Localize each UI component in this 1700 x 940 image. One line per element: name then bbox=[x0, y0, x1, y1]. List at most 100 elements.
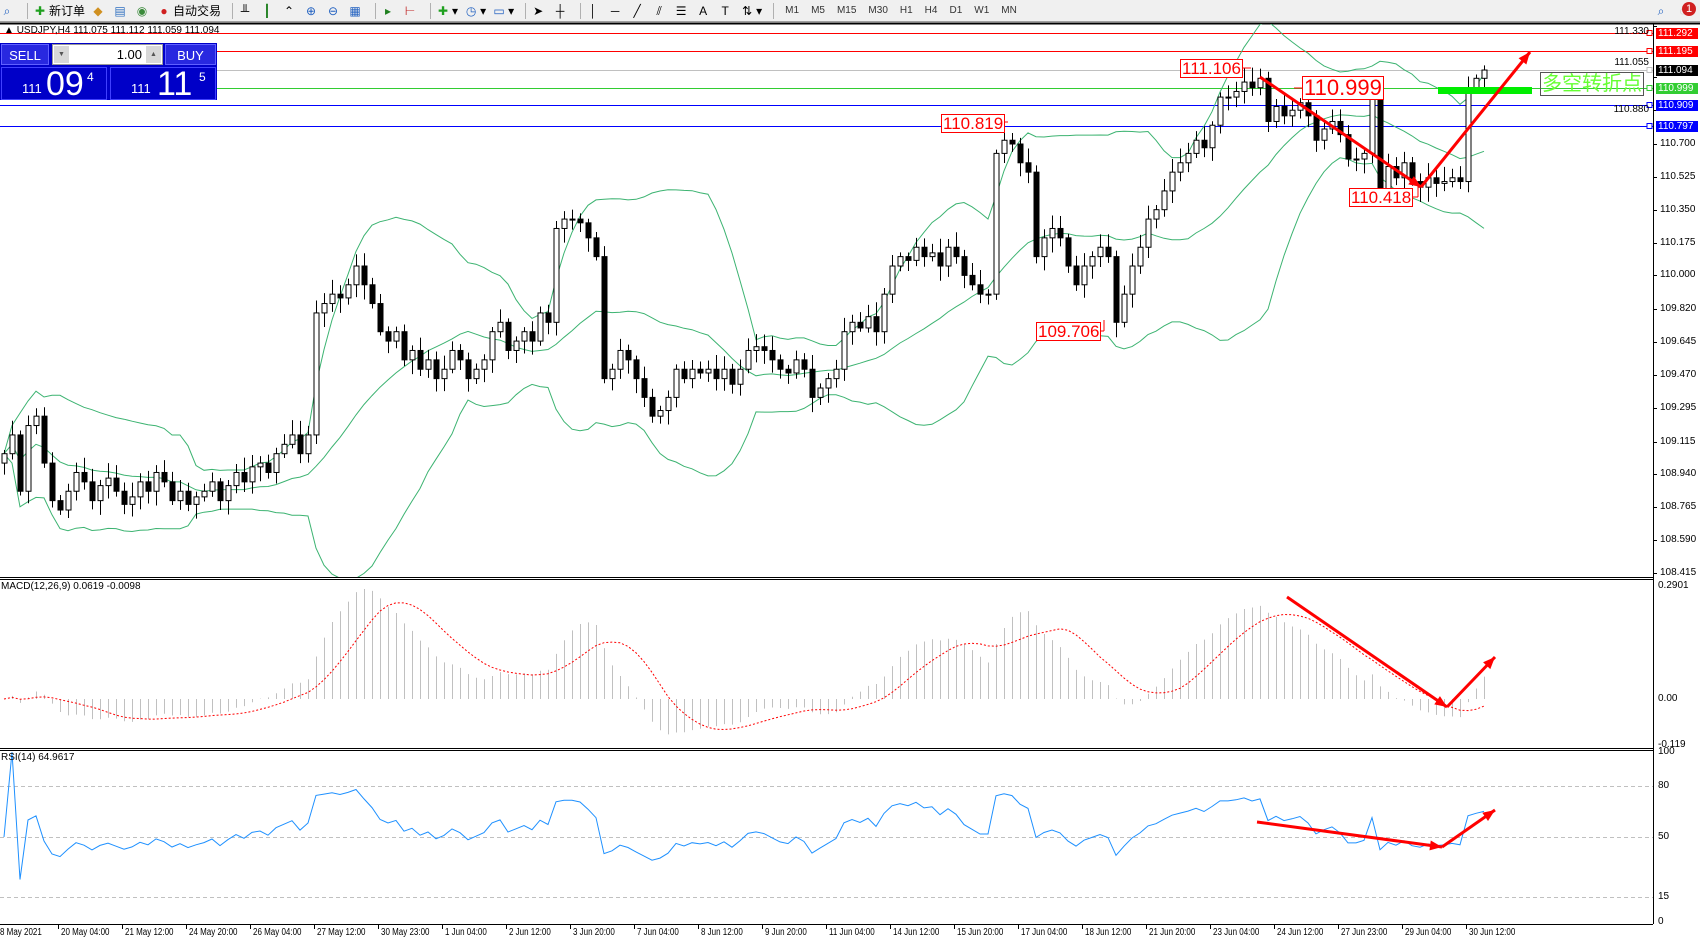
shift-icon: ⊢ bbox=[404, 3, 416, 18]
candle-bull bbox=[841, 331, 848, 370]
periods-button[interactable]: ◷ ▾ bbox=[465, 3, 487, 18]
candle-bear bbox=[697, 368, 704, 374]
vertical-line-button[interactable]: │ bbox=[586, 2, 602, 20]
candle-bull bbox=[865, 316, 872, 329]
candle-bear bbox=[1265, 77, 1272, 122]
candle-bear bbox=[241, 471, 248, 483]
trendline-button[interactable]: ╱ bbox=[630, 2, 646, 20]
symbol-ohlc: USDJPY,H4 111.075 111.112 111.059 111.09… bbox=[16, 25, 220, 36]
search-button[interactable]: ⌕ bbox=[1654, 2, 1670, 20]
crosshair-button[interactable]: ┼ bbox=[553, 2, 569, 20]
horizontal-line-button[interactable]: ─ bbox=[608, 2, 624, 20]
turning-point-bar bbox=[1438, 87, 1532, 94]
period-m15[interactable]: M15 bbox=[836, 5, 857, 16]
lot-size-input[interactable]: ▼ 1.00 ▲ bbox=[52, 44, 163, 65]
annotation-low-110418[interactable]: 110.418 bbox=[1349, 188, 1414, 207]
annotation-high-110819[interactable]: 110.819 bbox=[941, 114, 1006, 133]
candle-bear bbox=[89, 481, 96, 502]
candle-bull bbox=[409, 349, 416, 361]
auto-trading-button[interactable]: ● 自动交易 bbox=[157, 2, 221, 20]
candle-bear bbox=[169, 481, 176, 502]
rsi-axis-label: 15 bbox=[1658, 890, 1670, 902]
arrows-button[interactable]: ⇅ ▾ bbox=[742, 3, 763, 18]
candle-bear bbox=[1113, 256, 1120, 323]
line-handle bbox=[1646, 102, 1653, 108]
macd-axis-label: 0.00 bbox=[1658, 693, 1678, 704]
history-center-button[interactable]: ◆ bbox=[91, 2, 107, 20]
tile-windows-button[interactable]: ▦ bbox=[348, 2, 364, 20]
period-w1[interactable]: W1 bbox=[974, 5, 990, 16]
time-axis-label: 21 Jun 20:00 bbox=[1149, 927, 1196, 938]
price-axis-label: 110.350 bbox=[1660, 203, 1696, 215]
period-m30[interactable]: M30 bbox=[868, 5, 888, 16]
candle-bear bbox=[337, 293, 344, 299]
metaeditor-button[interactable]: ▤ bbox=[113, 2, 129, 20]
zoom-tool-icon[interactable]: ⌕ bbox=[3, 3, 11, 18]
candle-bear bbox=[17, 434, 24, 492]
price-axis-label: 108.940 bbox=[1660, 468, 1697, 480]
zoom-in-button[interactable]: ⊕ bbox=[304, 2, 320, 20]
candle-bull bbox=[1361, 152, 1368, 160]
macd-axis-label: 0.2901 bbox=[1658, 580, 1689, 591]
templates-button[interactable]: ▭ ▾ bbox=[493, 3, 515, 18]
new-order-button[interactable]: ✚ 新订单 bbox=[33, 2, 85, 20]
fibo-button[interactable]: ☰ bbox=[674, 2, 690, 20]
zoom-out-button[interactable]: ⊖ bbox=[326, 2, 342, 20]
bar-chart-button[interactable]: ╨ bbox=[238, 2, 254, 20]
candle-bear bbox=[81, 471, 88, 483]
candle-bear bbox=[921, 246, 928, 258]
text-button[interactable]: A bbox=[696, 2, 712, 20]
scroll-chart-button[interactable]: ▸ bbox=[381, 2, 397, 20]
candle-bull bbox=[393, 331, 400, 342]
candle-bull bbox=[9, 434, 16, 455]
price-up-arrow-head bbox=[1518, 52, 1530, 65]
buy-price[interactable]: 111 11 5 bbox=[110, 67, 216, 101]
label-button[interactable]: T bbox=[718, 2, 734, 20]
sell-price[interactable]: 111 09 4 bbox=[1, 67, 107, 101]
signals-button[interactable]: ◉ bbox=[135, 2, 151, 20]
candle-bear bbox=[1457, 177, 1464, 183]
annotation-level-110999[interactable]: 110.999 bbox=[1302, 75, 1384, 100]
candle-chart-button[interactable]: ┃ bbox=[260, 2, 276, 20]
candle-bear bbox=[633, 359, 640, 380]
price-axis-label: 108.765 bbox=[1660, 501, 1697, 513]
candle-bull bbox=[537, 312, 544, 342]
channel-button[interactable]: ⫽ bbox=[652, 2, 668, 20]
candle-bull bbox=[497, 321, 504, 333]
candle-bull bbox=[521, 331, 528, 342]
line-chart-button[interactable]: ⌃ bbox=[282, 2, 298, 20]
indicators-button[interactable]: ✚ ▾ bbox=[438, 3, 459, 18]
candle-bear bbox=[1201, 139, 1208, 149]
horizontal-line-icon: ─ bbox=[610, 3, 620, 18]
candle-bear bbox=[577, 218, 584, 224]
rsi-plot bbox=[0, 751, 1653, 898]
candle-bear bbox=[41, 415, 48, 464]
annotation-high-111106[interactable]: 111.106 bbox=[1180, 59, 1243, 78]
one-click-trading-panel: SELL ▼ 1.00 ▲ BUY 111 09 4 111 11 5 bbox=[0, 43, 217, 101]
drawn-objects[interactable] bbox=[1003, 51, 1532, 851]
period-mn[interactable]: MN bbox=[1001, 5, 1017, 16]
vertical-line-icon: │ bbox=[589, 3, 597, 18]
annotation-low-109706[interactable]: 109.706 bbox=[1036, 322, 1102, 341]
line-handle bbox=[1646, 67, 1653, 73]
lot-increase-button[interactable]: ▲ bbox=[146, 46, 161, 63]
candle-bull bbox=[65, 490, 72, 511]
lot-decrease-button[interactable]: ▼ bbox=[54, 46, 69, 63]
chart-shift-button[interactable]: ⊢ bbox=[403, 2, 419, 20]
period-m1[interactable]: M1 bbox=[785, 5, 800, 16]
candle-bear bbox=[457, 349, 464, 361]
cursor-button[interactable]: ➤ bbox=[531, 2, 547, 20]
buy-button[interactable]: BUY bbox=[165, 44, 216, 65]
period-h4[interactable]: H4 bbox=[924, 5, 938, 16]
candle-bull bbox=[945, 246, 952, 267]
search-icon: ⌕ bbox=[1657, 3, 1665, 18]
notifications-button[interactable]: ◌1 bbox=[1676, 1, 1696, 20]
period-h1[interactable]: H1 bbox=[899, 5, 913, 16]
turning-point-label[interactable]: 多空转折点 bbox=[1540, 72, 1644, 96]
period-m5[interactable]: M5 bbox=[811, 5, 825, 16]
time-axis-label: 27 Jun 23:00 bbox=[1341, 927, 1388, 938]
sell-button[interactable]: SELL bbox=[1, 44, 49, 65]
time-axis-label: 2 Jun 12:00 bbox=[509, 927, 551, 938]
period-d1[interactable]: D1 bbox=[949, 5, 963, 16]
